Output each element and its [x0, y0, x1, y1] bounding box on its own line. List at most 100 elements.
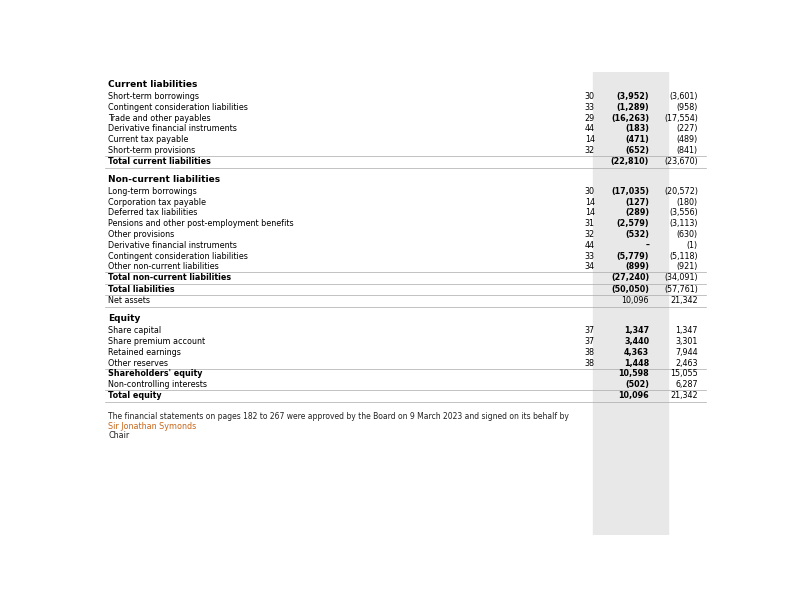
Text: (899): (899): [625, 262, 649, 271]
Text: (532): (532): [625, 230, 649, 239]
Text: (17,554): (17,554): [664, 114, 698, 123]
Text: 38: 38: [585, 359, 595, 368]
Text: (127): (127): [625, 198, 649, 207]
Text: 44: 44: [585, 124, 595, 133]
Text: Sir Jonathan Symonds: Sir Jonathan Symonds: [108, 422, 196, 431]
Text: Share capital: Share capital: [108, 326, 161, 335]
Text: 3,301: 3,301: [676, 337, 698, 346]
Text: (57,761): (57,761): [664, 285, 698, 294]
Text: Current liabilities: Current liabilities: [108, 80, 198, 89]
Text: (471): (471): [625, 135, 649, 144]
Text: Derivative financial instruments: Derivative financial instruments: [108, 241, 237, 250]
Text: 14: 14: [585, 198, 595, 207]
Text: (958): (958): [676, 103, 698, 112]
Text: 37: 37: [585, 326, 595, 335]
Text: (3,113): (3,113): [669, 219, 698, 228]
Text: (16,263): (16,263): [611, 114, 649, 123]
Text: Share premium account: Share premium account: [108, 337, 206, 346]
Text: 1,347: 1,347: [676, 326, 698, 335]
Text: 3,440: 3,440: [624, 337, 649, 346]
Text: (489): (489): [677, 135, 698, 144]
Bar: [593, 72, 668, 535]
Text: Other provisions: Other provisions: [108, 230, 175, 239]
Text: 44: 44: [585, 241, 595, 250]
Text: 31: 31: [585, 219, 595, 228]
Text: (652): (652): [625, 146, 649, 155]
Text: (20,572): (20,572): [664, 187, 698, 196]
Text: Contingent consideration liabilities: Contingent consideration liabilities: [108, 252, 248, 260]
Text: 7,944: 7,944: [676, 348, 698, 357]
Text: (22,810): (22,810): [611, 157, 649, 166]
Text: Short-term provisions: Short-term provisions: [108, 146, 195, 155]
Text: (841): (841): [677, 146, 698, 155]
Text: 29: 29: [585, 114, 595, 123]
Text: 14: 14: [585, 209, 595, 218]
Text: 4,363: 4,363: [624, 348, 649, 357]
Text: –: –: [645, 241, 649, 250]
Text: (23,670): (23,670): [664, 157, 698, 166]
Text: Trade and other payables: Trade and other payables: [108, 114, 211, 123]
Text: 32: 32: [585, 230, 595, 239]
Text: 10,096: 10,096: [619, 391, 649, 400]
Text: (630): (630): [677, 230, 698, 239]
Text: Other reserves: Other reserves: [108, 359, 168, 368]
Text: Pensions and other post-employment benefits: Pensions and other post-employment benef…: [108, 219, 293, 228]
Text: Current tax payable: Current tax payable: [108, 135, 188, 144]
Text: 10,598: 10,598: [619, 370, 649, 379]
Text: 37: 37: [585, 337, 595, 346]
Text: (289): (289): [625, 209, 649, 218]
Text: Non-controlling interests: Non-controlling interests: [108, 380, 207, 389]
Text: (1): (1): [687, 241, 698, 250]
Text: (180): (180): [677, 198, 698, 207]
Text: 38: 38: [585, 348, 595, 357]
Text: Short-term borrowings: Short-term borrowings: [108, 92, 199, 101]
Text: (27,240): (27,240): [611, 273, 649, 282]
Text: Deferred tax liabilities: Deferred tax liabilities: [108, 209, 198, 218]
Text: (183): (183): [625, 124, 649, 133]
Text: (5,779): (5,779): [617, 252, 649, 260]
Text: Total non-current liabilities: Total non-current liabilities: [108, 273, 231, 282]
Text: 32: 32: [585, 146, 595, 155]
Text: (2,579): (2,579): [616, 219, 649, 228]
Text: (921): (921): [676, 262, 698, 271]
Text: 33: 33: [585, 103, 595, 112]
Text: 14: 14: [585, 135, 595, 144]
Text: (3,601): (3,601): [669, 92, 698, 101]
Text: Contingent consideration liabilities: Contingent consideration liabilities: [108, 103, 248, 112]
Text: Total liabilities: Total liabilities: [108, 285, 175, 294]
Text: Equity: Equity: [108, 314, 141, 323]
Text: (227): (227): [676, 124, 698, 133]
Text: 1,347: 1,347: [624, 326, 649, 335]
Text: (50,050): (50,050): [611, 285, 649, 294]
Text: (17,035): (17,035): [611, 187, 649, 196]
Text: Derivative financial instruments: Derivative financial instruments: [108, 124, 237, 133]
Text: (1,289): (1,289): [616, 103, 649, 112]
Text: The financial statements on pages 182 to 267 were approved by the Board on 9 Mar: The financial statements on pages 182 to…: [108, 412, 569, 421]
Text: 33: 33: [585, 252, 595, 260]
Text: 1,448: 1,448: [624, 359, 649, 368]
Text: 30: 30: [585, 187, 595, 196]
Text: 30: 30: [585, 92, 595, 101]
Text: 10,096: 10,096: [622, 296, 649, 305]
Text: Total equity: Total equity: [108, 391, 162, 400]
Text: 21,342: 21,342: [670, 391, 698, 400]
Text: Chair: Chair: [108, 431, 130, 440]
Text: (502): (502): [625, 380, 649, 389]
Text: Long-term borrowings: Long-term borrowings: [108, 187, 197, 196]
Text: (34,091): (34,091): [664, 273, 698, 282]
Text: 6,287: 6,287: [676, 380, 698, 389]
Text: Shareholders' equity: Shareholders' equity: [108, 370, 202, 379]
Text: (3,952): (3,952): [616, 92, 649, 101]
Text: 34: 34: [585, 262, 595, 271]
Text: (5,118): (5,118): [669, 252, 698, 260]
Text: Total current liabilities: Total current liabilities: [108, 157, 211, 166]
Text: 15,055: 15,055: [670, 370, 698, 379]
Text: Non-current liabilities: Non-current liabilities: [108, 174, 221, 183]
Text: Other non-current liabilities: Other non-current liabilities: [108, 262, 219, 271]
Text: Net assets: Net assets: [108, 296, 150, 305]
Text: 2,463: 2,463: [676, 359, 698, 368]
Text: 21,342: 21,342: [670, 296, 698, 305]
Text: (3,556): (3,556): [669, 209, 698, 218]
Text: Corporation tax payable: Corporation tax payable: [108, 198, 206, 207]
Text: Retained earnings: Retained earnings: [108, 348, 181, 357]
